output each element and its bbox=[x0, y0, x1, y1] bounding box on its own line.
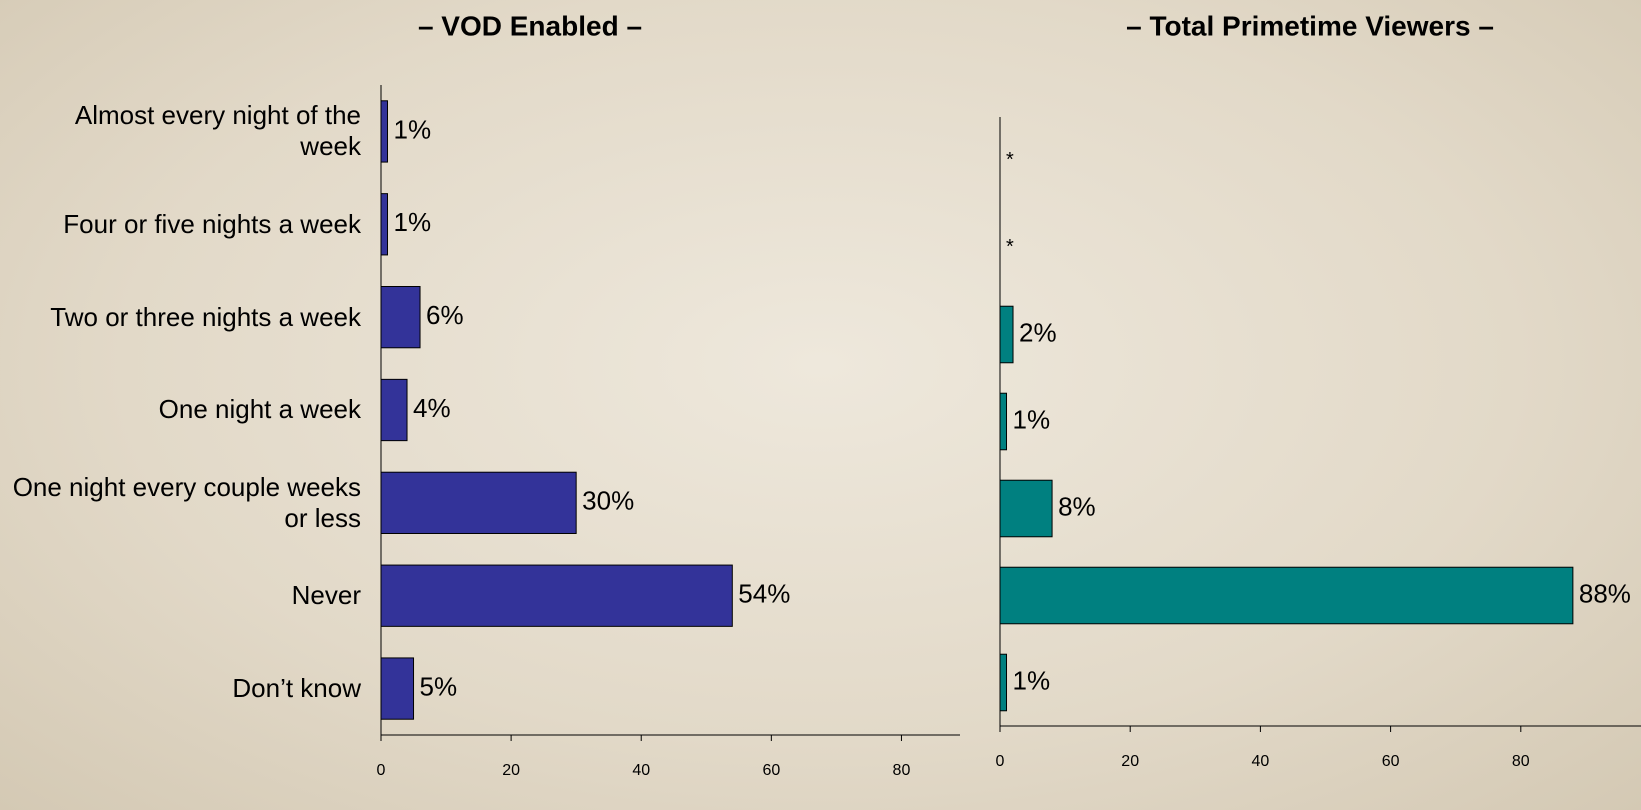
data-label: * bbox=[1006, 236, 1014, 258]
x-tick-label: 80 bbox=[1512, 753, 1530, 770]
chart-title: – VOD Enabled – bbox=[418, 10, 642, 41]
category-label: One night every couple weeks or less bbox=[12, 471, 361, 533]
data-label: 30% bbox=[582, 486, 634, 516]
bar bbox=[380, 564, 733, 627]
bar bbox=[999, 566, 1574, 625]
data-label: 54% bbox=[738, 579, 790, 609]
x-tick-label: 60 bbox=[1382, 753, 1400, 770]
data-label: 2% bbox=[1019, 317, 1057, 347]
x-tick-label: 60 bbox=[762, 762, 780, 779]
data-label: 4% bbox=[413, 393, 451, 423]
data-label: 88% bbox=[1579, 578, 1631, 608]
x-tick-label: 20 bbox=[502, 762, 520, 779]
x-tick-label: 80 bbox=[893, 762, 911, 779]
bar bbox=[380, 100, 389, 163]
x-tick-label: 40 bbox=[1252, 753, 1270, 770]
chart-title: – Total Primetime Viewers – bbox=[1126, 10, 1494, 41]
category-label: One night a week bbox=[158, 394, 361, 425]
bar bbox=[380, 193, 389, 256]
x-tick-label: 20 bbox=[1121, 753, 1139, 770]
x-tick-label: 0 bbox=[996, 753, 1005, 770]
bar bbox=[380, 378, 408, 442]
data-label: 8% bbox=[1058, 491, 1096, 521]
bar bbox=[999, 479, 1053, 538]
bar bbox=[999, 392, 1008, 451]
category-label: Almost every night of the week bbox=[74, 100, 361, 162]
bar bbox=[380, 657, 415, 720]
category-label: Two or three nights a week bbox=[50, 301, 361, 332]
data-label: 5% bbox=[420, 671, 458, 701]
data-label: 1% bbox=[394, 207, 432, 237]
data-label: 1% bbox=[1013, 404, 1051, 434]
bar bbox=[999, 305, 1014, 364]
category-label: Don’t know bbox=[232, 673, 361, 704]
data-label: 6% bbox=[426, 300, 464, 330]
category-label: Four or five nights a week bbox=[63, 208, 361, 239]
data-label: 1% bbox=[394, 114, 432, 144]
bar bbox=[380, 471, 577, 535]
bar bbox=[380, 286, 421, 349]
bar bbox=[999, 653, 1008, 712]
x-tick-label: 0 bbox=[377, 762, 386, 779]
x-tick-label: 40 bbox=[632, 762, 650, 779]
data-label: * bbox=[1006, 149, 1014, 171]
data-label: 1% bbox=[1013, 665, 1051, 695]
category-label: Never bbox=[291, 580, 361, 611]
